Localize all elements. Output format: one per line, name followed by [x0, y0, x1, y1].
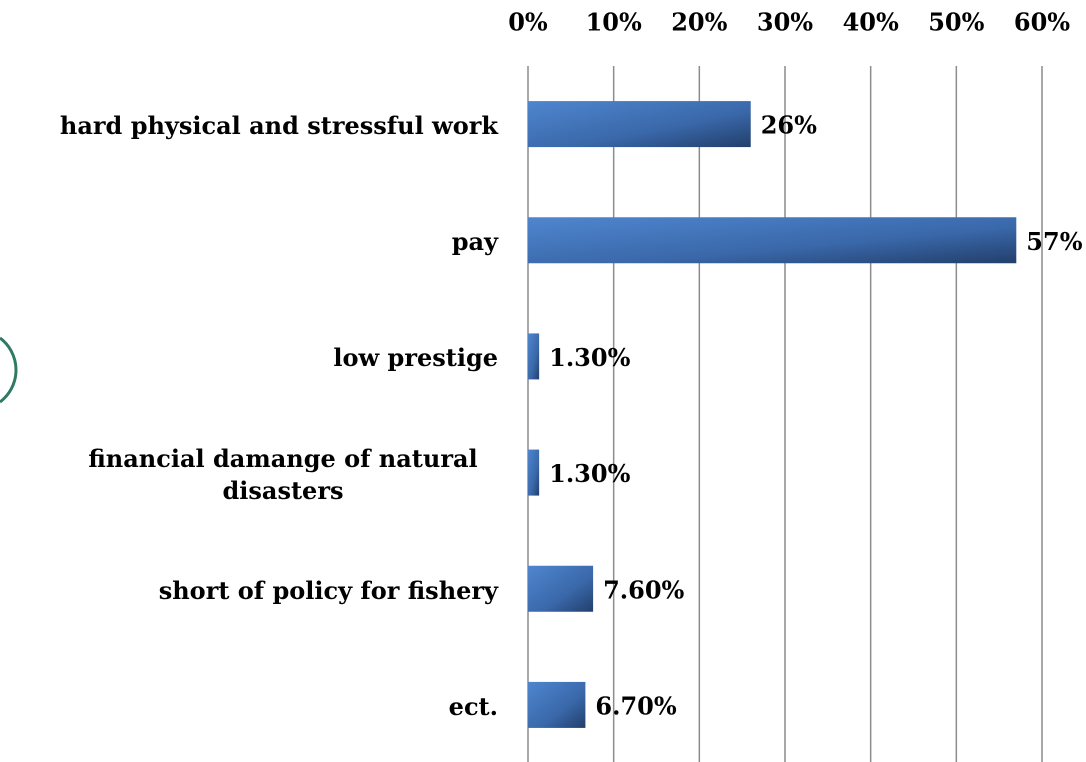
y-tick-label: pay [18, 226, 498, 258]
x-tick-label: 40% [843, 8, 899, 37]
category-text: pay [451, 227, 498, 257]
decoration [0, 336, 18, 404]
x-tick-label: 60% [1014, 8, 1070, 37]
bar [528, 217, 1017, 264]
x-tick-label: 20% [671, 8, 727, 37]
x-tick-label: 0% [508, 8, 548, 37]
data-label: 1.30% [549, 459, 630, 488]
y-tick-label: low prestige [18, 342, 498, 374]
category-text: ect. [448, 691, 498, 721]
category-text: hard physical and stressful work [59, 111, 498, 141]
x-tick-label: 30% [757, 8, 813, 37]
category-text: low prestige [333, 343, 498, 373]
x-tick-label: 50% [928, 8, 984, 37]
bar [528, 101, 751, 148]
category-text: financial damange of natural disasters [88, 443, 478, 505]
data-label: 57% [1026, 227, 1082, 256]
bar [528, 449, 540, 496]
data-label: 26% [761, 111, 817, 140]
category-text: short of policy for fishery [158, 575, 498, 605]
data-label: 1.30% [549, 343, 630, 372]
data-label: 7.60% [603, 575, 684, 604]
bar [528, 333, 540, 380]
y-tick-label: short of policy for fishery [18, 575, 498, 607]
bar [528, 681, 586, 728]
y-tick-label: ect. [18, 691, 498, 723]
data-label: 6.70% [595, 691, 676, 720]
x-tick-label: 10% [586, 8, 642, 37]
bar [528, 565, 594, 612]
y-tick-label: hard physical and stressful work [18, 110, 498, 142]
y-tick-label: financial damange of natural disasters [18, 443, 498, 507]
